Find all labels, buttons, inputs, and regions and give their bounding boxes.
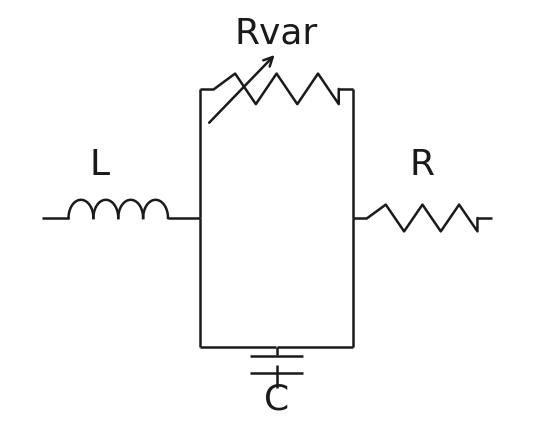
- Text: L: L: [90, 148, 109, 182]
- Text: R: R: [410, 148, 435, 182]
- Text: C: C: [264, 382, 289, 416]
- Text: Rvar: Rvar: [235, 17, 318, 51]
